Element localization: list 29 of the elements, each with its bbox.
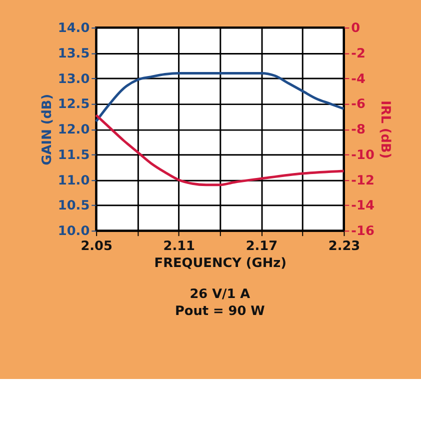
y-tick-label: 10.5 — [58, 198, 90, 214]
y-tick-label: 10.0 — [58, 224, 90, 240]
y-tick-label: 11.0 — [58, 173, 90, 188]
line-series — [94, 114, 345, 186]
y2-tick-label: -12 — [351, 173, 374, 188]
y-tick-label: 12.0 — [58, 122, 90, 138]
y-tick-label: 13.0 — [58, 72, 90, 87]
y2-tick-label: -10 — [351, 148, 374, 163]
text: Pout = 90 W — [174, 304, 265, 319]
y2-tick-label: -14 — [351, 198, 374, 214]
y-tick-label: 14.0 — [58, 20, 90, 36]
x-axis-title: FREQUENCY (GHz) — [154, 256, 286, 271]
y-axis-title: GAIN (dB) — [40, 94, 55, 166]
y2-tick-label: -6 — [351, 97, 366, 112]
x-tick-label: 2.11 — [163, 238, 196, 254]
y-tick-label: 13.5 — [58, 46, 90, 62]
text: 26 V/1 A — [190, 286, 250, 302]
y-tick-label: 11.5 — [58, 148, 90, 163]
y2-tick-label: -4 — [351, 72, 366, 87]
y2-tick-label: 0 — [351, 20, 360, 36]
x-tick-label: 2.23 — [328, 238, 360, 254]
y2-tick-label: -8 — [351, 122, 366, 138]
x-tick-label: 2.17 — [246, 238, 278, 254]
line-series — [94, 72, 345, 123]
y2-tick-label: -2 — [351, 46, 366, 62]
y-tick-label: 12.5 — [58, 97, 90, 112]
x-tick-label: 2.05 — [80, 238, 112, 254]
y2-axis-title: IRL (dB) — [377, 100, 392, 159]
y2-tick-label: -16 — [351, 224, 374, 240]
